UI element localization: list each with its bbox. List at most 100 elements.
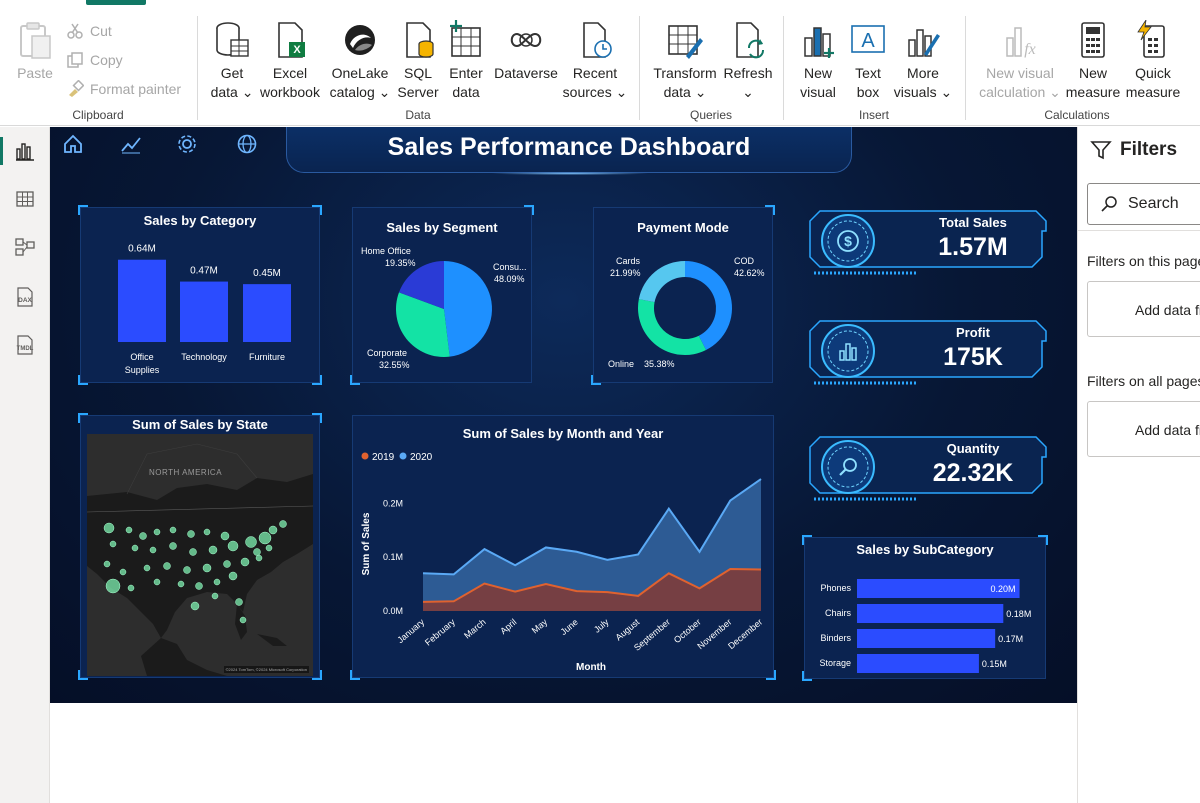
y-tick-label: 0.1M [383, 552, 403, 562]
tmdl-view-button[interactable]: TMDL [0, 325, 50, 365]
home-icon[interactable] [62, 133, 84, 155]
dataverse-button[interactable]: Dataverse [492, 20, 560, 83]
sales-by-subcategory-panel[interactable]: Sales by SubCategory Phones 0.20M Chairs 0.… [802, 535, 1048, 681]
state-sales-bubble [227, 540, 239, 552]
excel-icon: X [278, 22, 305, 58]
sales-by-category-panel[interactable]: Sales by Category 0.64M Office Supplies 0.4… [78, 205, 322, 385]
state-sales-bubble [228, 571, 238, 581]
map-visual[interactable]: NORTH AMERICA ©2024 TomTom, ©2024 Micros… [87, 434, 313, 676]
onelake-catalog-button[interactable]: OneLake catalog ⌄ [328, 20, 392, 102]
state-sales-bubble [195, 582, 203, 590]
table-view-button[interactable] [0, 179, 50, 219]
payment-label-value: 42.62% [734, 268, 765, 278]
filters-on-all-pages-label: Filters on all pages [1087, 373, 1200, 389]
calculations-group: fx New visual calculation ⌄ New measure Qu… [966, 14, 1188, 122]
model-view-button[interactable] [0, 227, 50, 267]
sql-server-button[interactable]: SQL Server [394, 20, 442, 102]
legend-label: 2019 [372, 452, 395, 463]
get-data-button[interactable]: Get data ⌄ [208, 20, 256, 102]
format-painter-button[interactable]: Format painter [66, 80, 181, 98]
state-sales-bubble [255, 554, 263, 562]
state-sales-bubble [235, 598, 243, 606]
sales-by-month-panel[interactable]: Sum of Sales by Month and Year 2019 2020 0… [350, 415, 776, 680]
legend-marker [399, 452, 407, 460]
x-tick-label: March [462, 617, 488, 641]
state-sales-bubble [202, 563, 212, 573]
svg-text:DAX: DAX [18, 297, 32, 304]
north-america-map [87, 443, 313, 676]
sales-by-state-panel[interactable]: Sum of Sales by State NORTH AMERICA ©202… [78, 413, 322, 680]
cut-button[interactable]: Cut [66, 22, 112, 40]
new-visual-button[interactable]: New visual [794, 20, 842, 102]
subcategory-bar-value: 0.20M [991, 584, 1016, 594]
svg-text:fx: fx [1024, 41, 1036, 58]
kpi-total-sales[interactable]: $ Total Sales 1.57M [806, 207, 1050, 281]
paste-label: Paste [17, 65, 53, 81]
transform-data-button[interactable]: Transform data ⌄ [650, 20, 720, 102]
payment-slice [638, 261, 685, 303]
dataverse-icon [510, 32, 542, 48]
category-bar [180, 281, 228, 342]
copy-button[interactable]: Copy [66, 51, 123, 69]
segment-slice [444, 261, 492, 357]
excel-workbook-button[interactable]: X Excel workbook [258, 20, 322, 102]
active-tab-indicator [86, 0, 146, 5]
x-tick-label: January [395, 617, 426, 646]
x-axis-title: Month [576, 662, 606, 673]
y-axis-title: Sum of Sales [361, 512, 372, 575]
group-separator [197, 16, 198, 120]
state-sales-bubble [203, 528, 211, 536]
search-icon [1101, 196, 1117, 212]
quick-measure-button[interactable]: Quick measure [1124, 20, 1182, 102]
state-sales-bubble [153, 528, 161, 536]
text-box-button[interactable]: A Text box [844, 20, 892, 102]
kpi-label: Profit [956, 325, 990, 340]
state-sales-bubble [153, 578, 161, 586]
state-sales-bubble [139, 532, 147, 540]
sales-by-segment-panel[interactable]: Sales by Segment Consu... 48.09% Corporate… [350, 205, 534, 385]
filters-search-placeholder: Search [1128, 195, 1179, 212]
dax-query-view-button[interactable]: DAX [0, 277, 50, 317]
dollar-icon: $ [837, 230, 859, 252]
state-sales-bubble [169, 526, 177, 534]
trend-icon[interactable] [120, 133, 142, 155]
paste-button[interactable]: Paste [12, 20, 58, 83]
state-sales-bubble [208, 545, 218, 555]
group-separator [783, 16, 784, 120]
report-view-button[interactable] [0, 131, 50, 171]
copy-icon [67, 52, 83, 68]
refresh-button[interactable]: Refresh ⌄ [720, 20, 776, 102]
kpi-profit[interactable]: Profit 175K [806, 317, 1050, 391]
settings-icon[interactable] [176, 133, 198, 155]
kpi-quantity[interactable]: Quantity 22.32K [806, 433, 1050, 507]
payment-label-name: Online [608, 359, 634, 369]
add-data-fields-this-page[interactable]: Add data fields here [1087, 281, 1200, 337]
sales-by-segment-chart: Consu... 48.09% Corporate 32.55% Home Office… [361, 246, 527, 370]
payment-mode-panel[interactable]: Payment Mode COD 42.62% Online 35.38% Cards 2… [591, 205, 775, 385]
new-measure-button[interactable]: New measure [1064, 20, 1122, 102]
svg-text:X: X [293, 44, 301, 56]
subcategory-axis-label: Chairs [825, 608, 852, 618]
globe-icon[interactable] [236, 133, 258, 155]
state-sales-bubble [189, 548, 197, 556]
recent-sources-button[interactable]: Recent sources ⌄ [562, 20, 628, 102]
filters-pane: Filters Search Filters on this page Add … [1077, 127, 1200, 803]
subcategory-bar [857, 629, 996, 648]
new-visual-calculation-button[interactable]: fx New visual calculation ⌄ [978, 20, 1062, 102]
more-visuals-icon [908, 29, 940, 57]
group-separator [965, 16, 966, 120]
filters-divider [1078, 230, 1200, 231]
data-group-label: Data [405, 108, 431, 122]
report-view-icon [16, 143, 34, 161]
sales-by-category-chart: 0.64M Office Supplies 0.47M Technology 0.45M F… [118, 244, 291, 375]
enter-data-button[interactable]: Enter data [442, 20, 490, 102]
add-data-fields-all-pages[interactable]: Add data fields here [1087, 401, 1200, 457]
segment-label-value: 48.09% [494, 274, 525, 284]
more-visuals-button[interactable]: More visuals ⌄ [892, 20, 954, 102]
category-bar-value: 0.47M [190, 266, 218, 277]
payment-mode-chart: COD 42.62% Online 35.38% Cards 21.99% [608, 256, 765, 369]
line-2020 [422, 478, 762, 576]
segment-label-value: 32.55% [379, 360, 410, 370]
subcategory-bar-value: 0.15M [982, 659, 1007, 669]
filters-search-input[interactable]: Search [1087, 183, 1200, 225]
